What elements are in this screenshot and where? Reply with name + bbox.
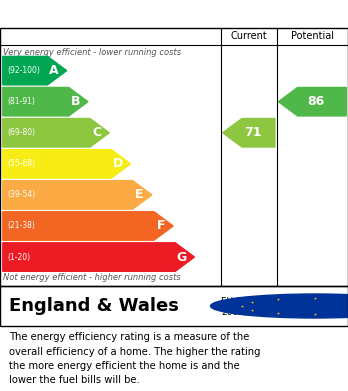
Polygon shape (3, 212, 173, 240)
Text: Current: Current (230, 31, 267, 41)
Text: B: B (71, 95, 80, 108)
Polygon shape (3, 243, 195, 271)
Text: (39-54): (39-54) (7, 190, 35, 199)
Text: D: D (113, 157, 123, 170)
Text: 86: 86 (308, 95, 325, 108)
Polygon shape (3, 56, 67, 85)
Polygon shape (3, 181, 152, 209)
Text: (92-100): (92-100) (7, 66, 40, 75)
Polygon shape (3, 118, 109, 147)
Text: overall efficiency of a home. The higher the rating: overall efficiency of a home. The higher… (9, 347, 260, 357)
Text: (81-91): (81-91) (7, 97, 35, 106)
Text: A: A (49, 64, 59, 77)
Text: G: G (177, 251, 187, 264)
Text: E: E (135, 188, 144, 201)
Text: The energy efficiency rating is a measure of the: The energy efficiency rating is a measur… (9, 332, 249, 343)
Text: the more energy efficient the home is and the: the more energy efficient the home is an… (9, 361, 239, 371)
Text: (21-38): (21-38) (7, 221, 35, 230)
Text: (69-80): (69-80) (7, 128, 35, 137)
Polygon shape (3, 88, 88, 116)
Polygon shape (278, 88, 346, 116)
Text: lower the fuel bills will be.: lower the fuel bills will be. (9, 375, 140, 386)
Text: Not energy efficient - higher running costs: Not energy efficient - higher running co… (3, 273, 181, 282)
Text: Potential: Potential (291, 31, 334, 41)
Ellipse shape (211, 294, 348, 318)
Text: EU Directive: EU Directive (221, 297, 277, 306)
Text: 2002/91/EC: 2002/91/EC (221, 307, 273, 316)
Text: Very energy efficient - lower running costs: Very energy efficient - lower running co… (3, 48, 182, 57)
Text: England & Wales: England & Wales (9, 297, 179, 315)
Text: 71: 71 (244, 126, 261, 139)
Text: C: C (92, 126, 101, 139)
Text: (55-68): (55-68) (7, 160, 35, 169)
Text: (1-20): (1-20) (7, 253, 30, 262)
Polygon shape (223, 118, 275, 147)
Polygon shape (3, 150, 130, 178)
Text: F: F (156, 219, 165, 233)
Text: Energy Efficiency Rating: Energy Efficiency Rating (9, 7, 230, 22)
